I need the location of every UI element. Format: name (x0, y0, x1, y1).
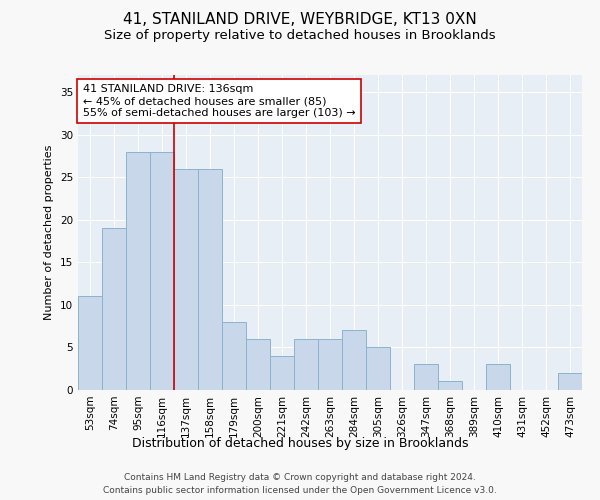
Bar (438, 382, 462, 390)
Bar (318, 339, 342, 390)
Text: 41 STANILAND DRIVE: 136sqm
← 45% of detached houses are smaller (85)
55% of semi: 41 STANILAND DRIVE: 136sqm ← 45% of deta… (83, 84, 356, 117)
Bar (198, 168, 222, 390)
Bar (174, 168, 198, 390)
Bar (294, 339, 318, 390)
Bar (342, 330, 366, 390)
Bar (102, 228, 126, 390)
Y-axis label: Number of detached properties: Number of detached properties (44, 145, 55, 320)
Bar (78, 296, 102, 390)
Text: Contains HM Land Registry data © Crown copyright and database right 2024.: Contains HM Land Registry data © Crown c… (124, 472, 476, 482)
Bar (366, 348, 390, 390)
Bar (222, 322, 246, 390)
Bar (246, 339, 270, 390)
Bar (486, 364, 510, 390)
Text: Size of property relative to detached houses in Brooklands: Size of property relative to detached ho… (104, 29, 496, 42)
Bar (558, 373, 582, 390)
Bar (270, 356, 294, 390)
Text: Distribution of detached houses by size in Brooklands: Distribution of detached houses by size … (132, 438, 468, 450)
Bar (414, 364, 438, 390)
Bar (126, 152, 150, 390)
Bar (150, 152, 174, 390)
Text: Contains public sector information licensed under the Open Government Licence v3: Contains public sector information licen… (103, 486, 497, 495)
Text: 41, STANILAND DRIVE, WEYBRIDGE, KT13 0XN: 41, STANILAND DRIVE, WEYBRIDGE, KT13 0XN (123, 12, 477, 28)
